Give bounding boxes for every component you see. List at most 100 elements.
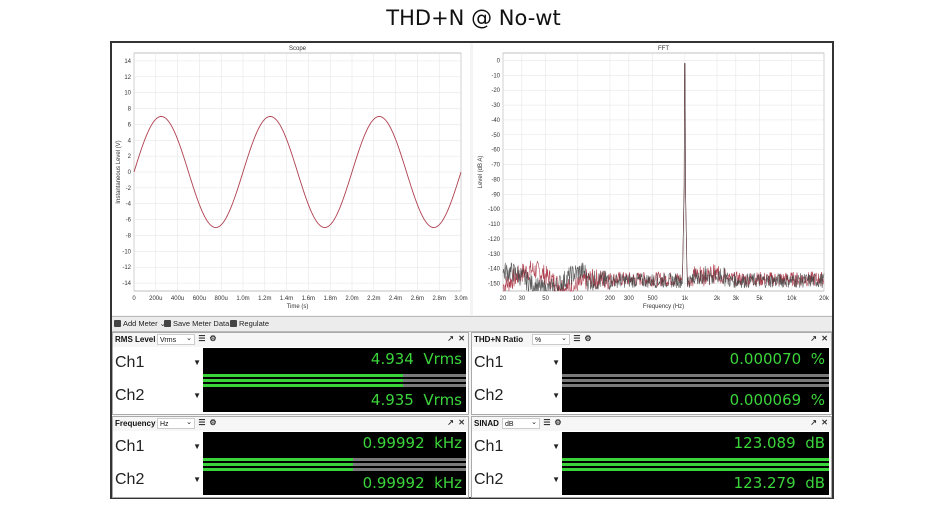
x-tick-label: 1.8m xyxy=(324,296,337,302)
x-tick-label: 100 xyxy=(573,296,584,302)
x-tick-label: 200u xyxy=(149,296,162,302)
ch2-level-bar xyxy=(203,468,466,471)
y-axis-label: Instantaneous Level (V) xyxy=(116,140,122,203)
list-icon[interactable]: ☰ xyxy=(198,418,206,427)
ch2-reading: 0.000069 % xyxy=(729,391,825,409)
popout-icon[interactable]: ↗ xyxy=(810,418,817,427)
meter-rms: RMS Level Vrms ☰ ⚙ ↗ ✕ Ch1 ▼ Ch2 ▼ 4.934… xyxy=(112,332,469,415)
unit-select[interactable]: Hz xyxy=(157,417,195,429)
list-icon[interactable]: ☰ xyxy=(543,418,551,427)
popout-icon[interactable]: ↗ xyxy=(447,418,454,427)
x-tick-label: 5k xyxy=(756,296,763,302)
x-tick-label: 1.4m xyxy=(280,296,293,302)
unit-select[interactable]: dB xyxy=(502,417,540,429)
y-tick-label: -20 xyxy=(491,88,500,94)
channel-selector-ch1[interactable]: Ch1 ▼ xyxy=(472,432,562,464)
y-tick-label: -14 xyxy=(122,281,131,287)
ch2-level-bar xyxy=(562,468,829,471)
settings-icon[interactable]: ⚙ xyxy=(584,334,592,343)
x-tick-label: 3k xyxy=(733,296,740,302)
x-tick-label: 1.0m xyxy=(236,296,249,302)
level-bars xyxy=(562,372,829,390)
y-tick-label: -140 xyxy=(488,267,501,273)
popout-icon[interactable]: ↗ xyxy=(447,334,454,343)
meter-header: Frequency Hz ☰ ⚙ ↗ ✕ xyxy=(113,417,468,431)
ch2-level-bar xyxy=(562,384,829,387)
y-tick-label: 0 xyxy=(497,58,501,64)
x-tick-label: 1k xyxy=(682,296,689,302)
x-tick-label: 0 xyxy=(132,296,136,302)
analyzer-window: Scope 14 12 10 8 6 4 2 0 -2 -4 -6 -8 -10 -12 -14 0 200u 40… xyxy=(110,41,834,499)
x-tick-label: 10k xyxy=(787,296,798,302)
ch2-reading: 0.99992 kHz xyxy=(362,474,462,492)
scope-chart: Scope 14 12 10 8 6 4 2 0 -2 -4 -6 -8 -10 -12 -14 0 200u 40… xyxy=(116,46,468,310)
regulate-button[interactable]: Regulate xyxy=(230,319,269,328)
x-axis-label: Frequency (Hz) xyxy=(643,304,684,310)
x-tick-label: 200 xyxy=(605,296,616,302)
y-tick-label: -60 xyxy=(491,148,500,154)
x-tick-label: 30 xyxy=(518,296,525,302)
x-tick-label: 20k xyxy=(819,296,830,302)
close-icon[interactable]: ✕ xyxy=(821,418,828,427)
save-meter-data-button[interactable]: Save Meter Data xyxy=(164,319,229,328)
x-axis-label: Time (s) xyxy=(287,304,309,310)
x-tick-label: 50 xyxy=(542,296,549,302)
list-icon[interactable]: ☰ xyxy=(573,334,581,343)
y-tick-label: -80 xyxy=(491,177,500,183)
channel-selector-ch1[interactable]: Ch1 ▼ xyxy=(472,348,562,380)
x-tick-label: 300 xyxy=(624,296,635,302)
meter-display: 0.99992 kHz 0.99992 kHz xyxy=(203,432,466,495)
y-tick-label: -100 xyxy=(488,207,501,213)
ch1-level-bar xyxy=(203,374,466,377)
y-tick-label: -8 xyxy=(126,233,132,239)
channel-selector-ch1[interactable]: Ch1 ▼ xyxy=(113,432,203,464)
x-tick-label: 2.2m xyxy=(367,296,380,302)
add-icon xyxy=(114,320,121,327)
meter-freq: Frequency Hz ☰ ⚙ ↗ ✕ Ch1 ▼ Ch2 ▼ 0.99992… xyxy=(112,416,469,498)
settings-icon[interactable]: ⚙ xyxy=(209,334,217,343)
ch1-reading: 123.089 dB xyxy=(733,434,825,452)
dropdown-arrow-icon: ▼ xyxy=(193,442,201,451)
x-tick-label: 400u xyxy=(171,296,184,302)
meter-display: 0.000070 % 0.000069 % xyxy=(562,348,829,412)
y-tick-label: -120 xyxy=(488,237,501,243)
x-tick-label: 2.8m xyxy=(433,296,446,302)
plot-area xyxy=(502,52,825,292)
popout-icon[interactable]: ↗ xyxy=(810,334,817,343)
unit-select[interactable]: Vrms xyxy=(157,333,195,345)
dropdown-arrow-icon: ▼ xyxy=(552,442,560,451)
channel-selector-ch1[interactable]: Ch1 ▼ xyxy=(113,348,203,380)
settings-icon[interactable]: ⚙ xyxy=(554,418,562,427)
ch1-reading: 0.000070 % xyxy=(729,350,825,368)
meter-label: THD+N Ratio xyxy=(474,335,524,344)
settings-icon[interactable]: ⚙ xyxy=(209,418,217,427)
y-tick-label: -40 xyxy=(491,118,500,124)
y-tick-label: -2 xyxy=(126,186,132,192)
unit-select[interactable]: % xyxy=(532,333,570,345)
y-tick-label: 8 xyxy=(128,107,132,113)
close-icon[interactable]: ✕ xyxy=(821,334,828,343)
x-tick-label: 20 xyxy=(500,296,507,302)
channel-selector-ch2[interactable]: Ch2 ▼ xyxy=(472,465,562,497)
channel-selector-ch2[interactable]: Ch2 ▼ xyxy=(472,381,562,413)
y-tick-label: 10 xyxy=(124,91,131,97)
y-tick-label: 14 xyxy=(124,59,131,65)
ch1-reading: 4.934 Vrms xyxy=(370,350,462,368)
y-tick-label: 4 xyxy=(128,138,132,144)
channel-selector-ch2[interactable]: Ch2 ▼ xyxy=(113,381,203,413)
y-tick-label: -10 xyxy=(491,73,500,79)
y-tick-label: -90 xyxy=(491,192,500,198)
close-icon[interactable]: ✕ xyxy=(458,418,465,427)
x-tick-label: 2.0m xyxy=(345,296,358,302)
add-meter-button[interactable]: Add Meter ⌄ xyxy=(114,319,166,328)
dropdown-arrow-icon: ▼ xyxy=(552,475,560,484)
meter-sinad: SINAD dB ☰ ⚙ ↗ ✕ Ch1 ▼ Ch2 ▼ 123.089 dB … xyxy=(471,416,832,498)
list-icon[interactable]: ☰ xyxy=(198,334,206,343)
close-icon[interactable]: ✕ xyxy=(458,334,465,343)
x-tick-label: 2k xyxy=(714,296,721,302)
y-axis-label: Level (dB A) xyxy=(478,156,484,189)
dropdown-arrow-icon: ▼ xyxy=(193,475,201,484)
y-tick-label: -10 xyxy=(122,249,131,255)
meter-toolbar: Add Meter ⌄ Save Meter Data Regulate xyxy=(112,316,832,332)
channel-selector-ch2[interactable]: Ch2 ▼ xyxy=(113,465,203,497)
